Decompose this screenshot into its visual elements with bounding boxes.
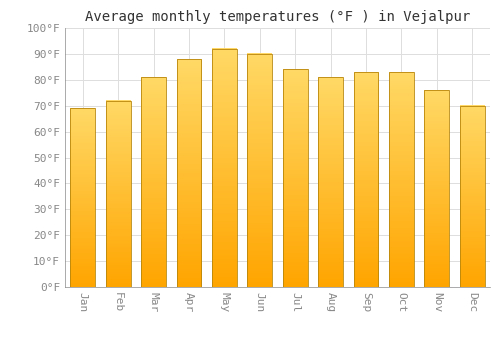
Title: Average monthly temperatures (°F ) in Vejalpur: Average monthly temperatures (°F ) in Ve… [85, 10, 470, 24]
Bar [354, 72, 378, 287]
Bar [460, 106, 484, 287]
Bar [70, 108, 95, 287]
Bar [141, 77, 166, 287]
Bar [318, 77, 343, 287]
Bar [212, 49, 237, 287]
Bar [176, 59, 202, 287]
Bar [283, 69, 308, 287]
Bar [389, 72, 414, 287]
Bar [106, 100, 130, 287]
Bar [248, 54, 272, 287]
Bar [424, 90, 450, 287]
